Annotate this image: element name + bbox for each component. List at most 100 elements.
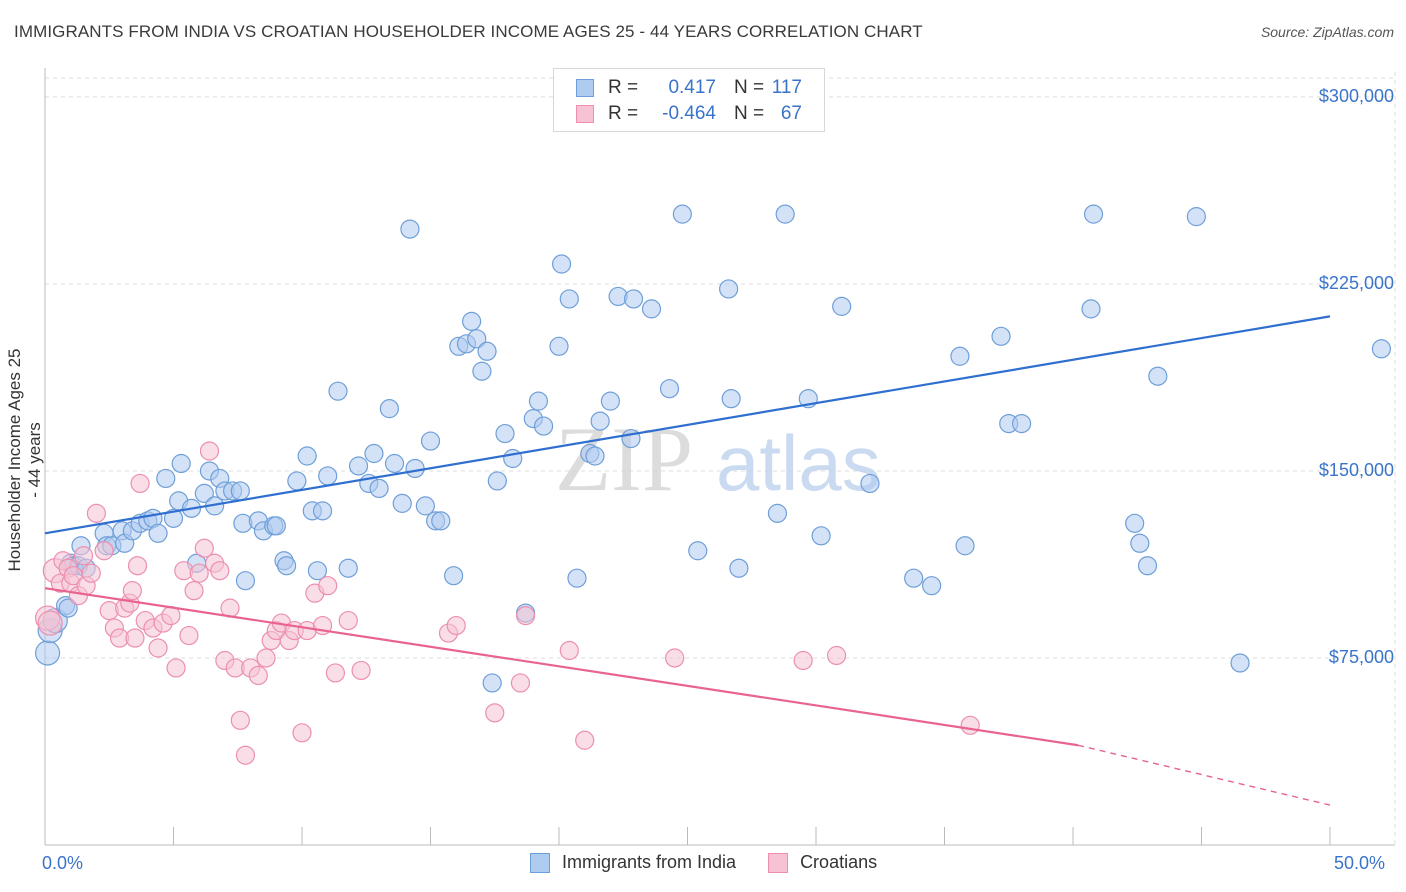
india-point-55 — [392, 493, 412, 513]
croatian-point-62 — [515, 605, 536, 626]
series-croatian-points — [34, 441, 980, 765]
india-point-100 — [860, 473, 880, 494]
croatian-point-31 — [184, 581, 204, 601]
croatian-swatch-icon — [576, 105, 594, 123]
india-point-44 — [307, 561, 328, 581]
india-point-54 — [384, 453, 405, 474]
croatian-point-13 — [94, 541, 114, 561]
n-label: N = — [734, 103, 765, 124]
watermark-atlas: atlas — [716, 419, 881, 507]
india-point-82 — [585, 446, 605, 466]
croatian-point-55 — [325, 663, 346, 683]
india-point-101 — [904, 568, 924, 588]
croatian-point-36 — [210, 561, 230, 581]
croatian-point-64 — [575, 730, 595, 750]
croatian-point-54 — [318, 576, 338, 596]
india-point-87 — [623, 289, 644, 309]
india-point-79 — [559, 289, 579, 309]
r-value-croatian: -0.464 — [662, 103, 716, 124]
india-point-45 — [312, 501, 333, 521]
india-point-67 — [472, 361, 492, 381]
croatian-point-43 — [248, 665, 268, 686]
india-point-56 — [400, 219, 420, 239]
india-point-70 — [487, 471, 507, 491]
croatian-point-59 — [446, 615, 466, 636]
india-point-32 — [230, 481, 250, 501]
stats-row-india: R = 0.417 N = 117 — [576, 76, 802, 100]
croatian-point-32 — [189, 563, 209, 583]
r-value-india: 0.417 — [668, 77, 716, 98]
india-point-102 — [922, 576, 942, 596]
legend-item-india[interactable]: Immigrants from India — [530, 852, 736, 873]
croatian-point-34 — [199, 441, 220, 461]
india-point-4 — [58, 598, 78, 618]
india-point-0 — [34, 640, 61, 666]
india-point-52 — [369, 478, 389, 499]
source-credit: Source: ZipAtlas.com — [1260, 24, 1394, 40]
n-value-croatian: 67 — [780, 103, 802, 124]
croatian-legend-swatch-icon — [768, 852, 789, 873]
india-point-83 — [590, 411, 610, 431]
india-point-40 — [276, 556, 297, 576]
croatian-trend-line — [44, 587, 1079, 747]
n-label: N = — [734, 77, 765, 98]
croatian-point-44 — [256, 648, 276, 668]
india-point-77 — [549, 336, 569, 356]
y-tick-label-0: $75,000 — [1328, 646, 1394, 667]
india-point-116 — [1371, 339, 1392, 359]
india-point-94 — [729, 558, 749, 578]
y-tick-label-3: $300,000 — [1318, 85, 1394, 106]
india-point-109 — [1083, 204, 1104, 224]
stats-legend: R = 0.417 N = 117 R = -0.464 N = 67 — [553, 68, 825, 132]
india-point-89 — [659, 379, 680, 399]
croatian-point-66 — [793, 650, 813, 671]
india-point-76 — [533, 416, 554, 436]
watermark-zip: ZIP — [555, 408, 693, 510]
india-point-21 — [163, 508, 184, 528]
axes — [44, 68, 1395, 846]
legend-label-croatian: Croatians — [800, 852, 878, 872]
india-point-110 — [1125, 513, 1145, 533]
r-label: R = — [608, 77, 639, 98]
india-point-96 — [775, 204, 795, 224]
india-point-88 — [641, 299, 662, 319]
trend-lines — [44, 315, 1331, 806]
india-trend-line — [44, 315, 1331, 535]
croatian-point-11 — [81, 563, 101, 583]
india-point-90 — [672, 204, 692, 224]
croatian-point-57 — [351, 660, 371, 681]
india-point-65 — [462, 311, 482, 331]
croatian-point-63 — [559, 640, 579, 661]
india-point-92 — [719, 279, 739, 299]
india-point-113 — [1148, 366, 1168, 386]
india-point-20 — [156, 468, 176, 489]
india-point-58 — [415, 496, 435, 516]
india-point-95 — [767, 503, 788, 523]
croatian-point-61 — [510, 673, 531, 693]
croatian-point-65 — [665, 648, 685, 668]
series-legend: Immigrants from India Croatians — [530, 852, 909, 873]
legend-item-croatian[interactable]: Croatians — [768, 852, 877, 873]
croatian-point-50 — [292, 723, 312, 743]
india-point-57 — [405, 458, 425, 479]
croatian-point-33 — [194, 538, 214, 558]
india-point-48 — [338, 558, 358, 578]
croatian-point-56 — [338, 610, 358, 631]
series-india-points — [34, 204, 1392, 693]
india-point-47 — [328, 381, 348, 401]
x-tick-label-start: 0.0% — [42, 853, 84, 873]
y-tick-label-1: $150,000 — [1318, 459, 1394, 480]
india-point-93 — [721, 389, 741, 409]
india-point-23 — [171, 453, 191, 474]
stats-row-croatian: R = -0.464 N = 67 — [576, 102, 802, 126]
n-value-india: 117 — [771, 77, 802, 98]
croatian-point-12 — [86, 503, 107, 523]
india-point-108 — [1081, 299, 1101, 319]
croatian-trend-line-extrapolated — [1077, 744, 1331, 806]
croatian-point-68 — [960, 715, 980, 735]
india-point-49 — [348, 456, 369, 476]
india-point-99 — [832, 296, 852, 316]
croatian-point-1 — [37, 610, 63, 636]
india-point-61 — [431, 511, 451, 531]
